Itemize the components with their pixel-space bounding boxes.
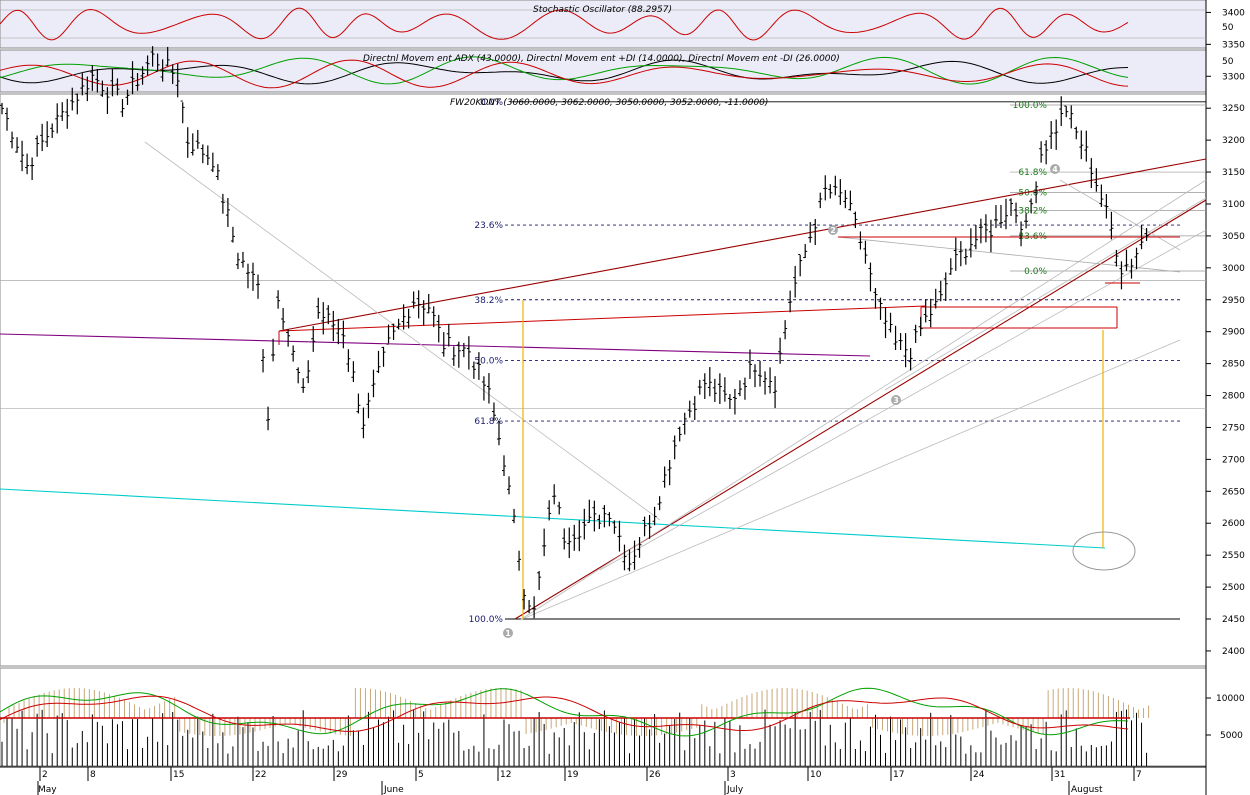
month-label-august: August: [1071, 785, 1103, 795]
x-day-tick-label: 12: [500, 770, 511, 780]
grey-fan-line: [884, 197, 1207, 391]
upper-channel-line: [278, 158, 1207, 332]
neckline: [278, 305, 926, 332]
wave-marker-label: 4: [1052, 165, 1058, 174]
x-day-tick-label: 2: [42, 770, 48, 780]
x-day-tick-label: 29: [336, 770, 348, 780]
price-y-tick-label: 3050: [1222, 232, 1245, 242]
x-day-tick-label: 24: [973, 770, 985, 780]
price-y-tick-label: 2800: [1222, 392, 1245, 402]
extension-level-label: 38.2%: [1018, 206, 1047, 216]
wave-marker-label: 3: [893, 396, 899, 405]
stochastic-y-tick: 50: [1222, 23, 1234, 33]
dmi-y-tick: 50: [1222, 57, 1234, 67]
price-y-tick-label: 3000: [1222, 264, 1245, 274]
extension-level-label: 100.0%: [1013, 101, 1048, 111]
wave-marker: [828, 225, 838, 235]
price-y-tick-label: 2750: [1222, 423, 1245, 433]
extension-level-label: 61.8%: [1018, 168, 1047, 178]
price-y-tick-label: 2400: [1222, 647, 1245, 657]
price-y-tick-label: 2500: [1222, 583, 1245, 593]
dmi-title: Directnl Movem ent ADX (43.0000), Direct…: [363, 54, 840, 64]
signal-fast-line: [0, 687, 1129, 737]
price-y-tick-label: 2950: [1222, 296, 1245, 306]
wave-marker-label: 2: [830, 226, 836, 235]
month-label-july: July: [726, 785, 744, 795]
price-y-tick-label: 3250: [1222, 104, 1245, 114]
month-label-june: June: [383, 785, 404, 795]
grey-fan-line: [1059, 179, 1181, 251]
extension-level-label: 0.0%: [1024, 267, 1047, 277]
retracement-level-label: 100.0%: [469, 615, 504, 625]
extension-level-label: 50.0%: [1018, 188, 1047, 198]
grey-fan-line: [599, 229, 1207, 571]
long-purple-trendline: [0, 333, 871, 357]
volume-y-tick-label: 5000: [1220, 731, 1243, 741]
target-ellipse: [1072, 531, 1136, 571]
retracement-level-label: 0.0%: [480, 98, 503, 108]
price-y-tick-label: 3200: [1222, 136, 1245, 146]
grey-fan-line: [519, 339, 1181, 621]
grey-top-line: [837, 236, 1181, 273]
x-day-tick-label: 3: [730, 770, 736, 780]
wave-marker-label: 1: [505, 629, 511, 638]
stochastic-line: [0, 7, 1129, 41]
price-y-tick-label: 2900: [1222, 328, 1245, 338]
retracement-level-label: 50.0%: [474, 356, 503, 366]
retracement-level-label: 38.2%: [474, 296, 503, 306]
volume-y-tick-label: 10000: [1216, 694, 1245, 704]
stochastic-title: Stochastic Oscillator (88.2957): [533, 5, 672, 15]
retracement-level-label: 23.6%: [474, 221, 503, 231]
x-day-tick-label: 7: [1136, 770, 1142, 780]
price-y-tick-label: 3100: [1222, 200, 1245, 210]
price-y-tick-label: 2700: [1222, 455, 1245, 465]
wave-marker: [891, 395, 901, 405]
signal-slow-line: [0, 695, 1129, 732]
price-y-tick-label: 2650: [1222, 487, 1245, 497]
minus-di-line: [0, 59, 1129, 89]
x-day-tick-label: 26: [649, 770, 661, 780]
plus-di-line: [0, 56, 1129, 85]
x-day-tick-label: 31: [1054, 770, 1065, 780]
x-day-tick-label: 10: [810, 770, 822, 780]
month-label-may: May: [38, 785, 57, 795]
price-y-tick-label: 3350: [1222, 40, 1245, 50]
x-day-tick-label: 8: [90, 770, 96, 780]
volume-panel: [0, 667, 1207, 767]
price-y-tick-label: 2850: [1222, 360, 1245, 370]
cyan-trendline: [0, 488, 1106, 549]
price-y-tick-label: 2450: [1222, 615, 1245, 625]
dmi-panel: [0, 49, 1207, 93]
price-title: FW20KONT (3060.0000, 3062.0000, 3050.000…: [450, 98, 768, 108]
grey-downtrend-line: [144, 141, 661, 521]
price-panel: [0, 93, 1207, 667]
price-y-tick-label: 2600: [1222, 519, 1245, 529]
wave-marker: [503, 628, 513, 638]
x-day-tick-label: 15: [173, 770, 184, 780]
x-day-tick-label: 19: [567, 770, 579, 780]
wave-marker: [1050, 164, 1060, 174]
x-day-tick-label: 22: [255, 770, 266, 780]
retracement-level-label: 61.8%: [474, 417, 503, 427]
x-day-tick-label: 5: [418, 770, 424, 780]
price-y-tick-label: 3400: [1222, 8, 1245, 18]
stochastic-panel: [0, 0, 1207, 49]
price-y-tick-label: 3300: [1222, 72, 1245, 82]
x-day-tick-label: 17: [893, 770, 904, 780]
price-y-tick-label: 3150: [1222, 168, 1245, 178]
price-y-tick-label: 2550: [1222, 551, 1245, 561]
